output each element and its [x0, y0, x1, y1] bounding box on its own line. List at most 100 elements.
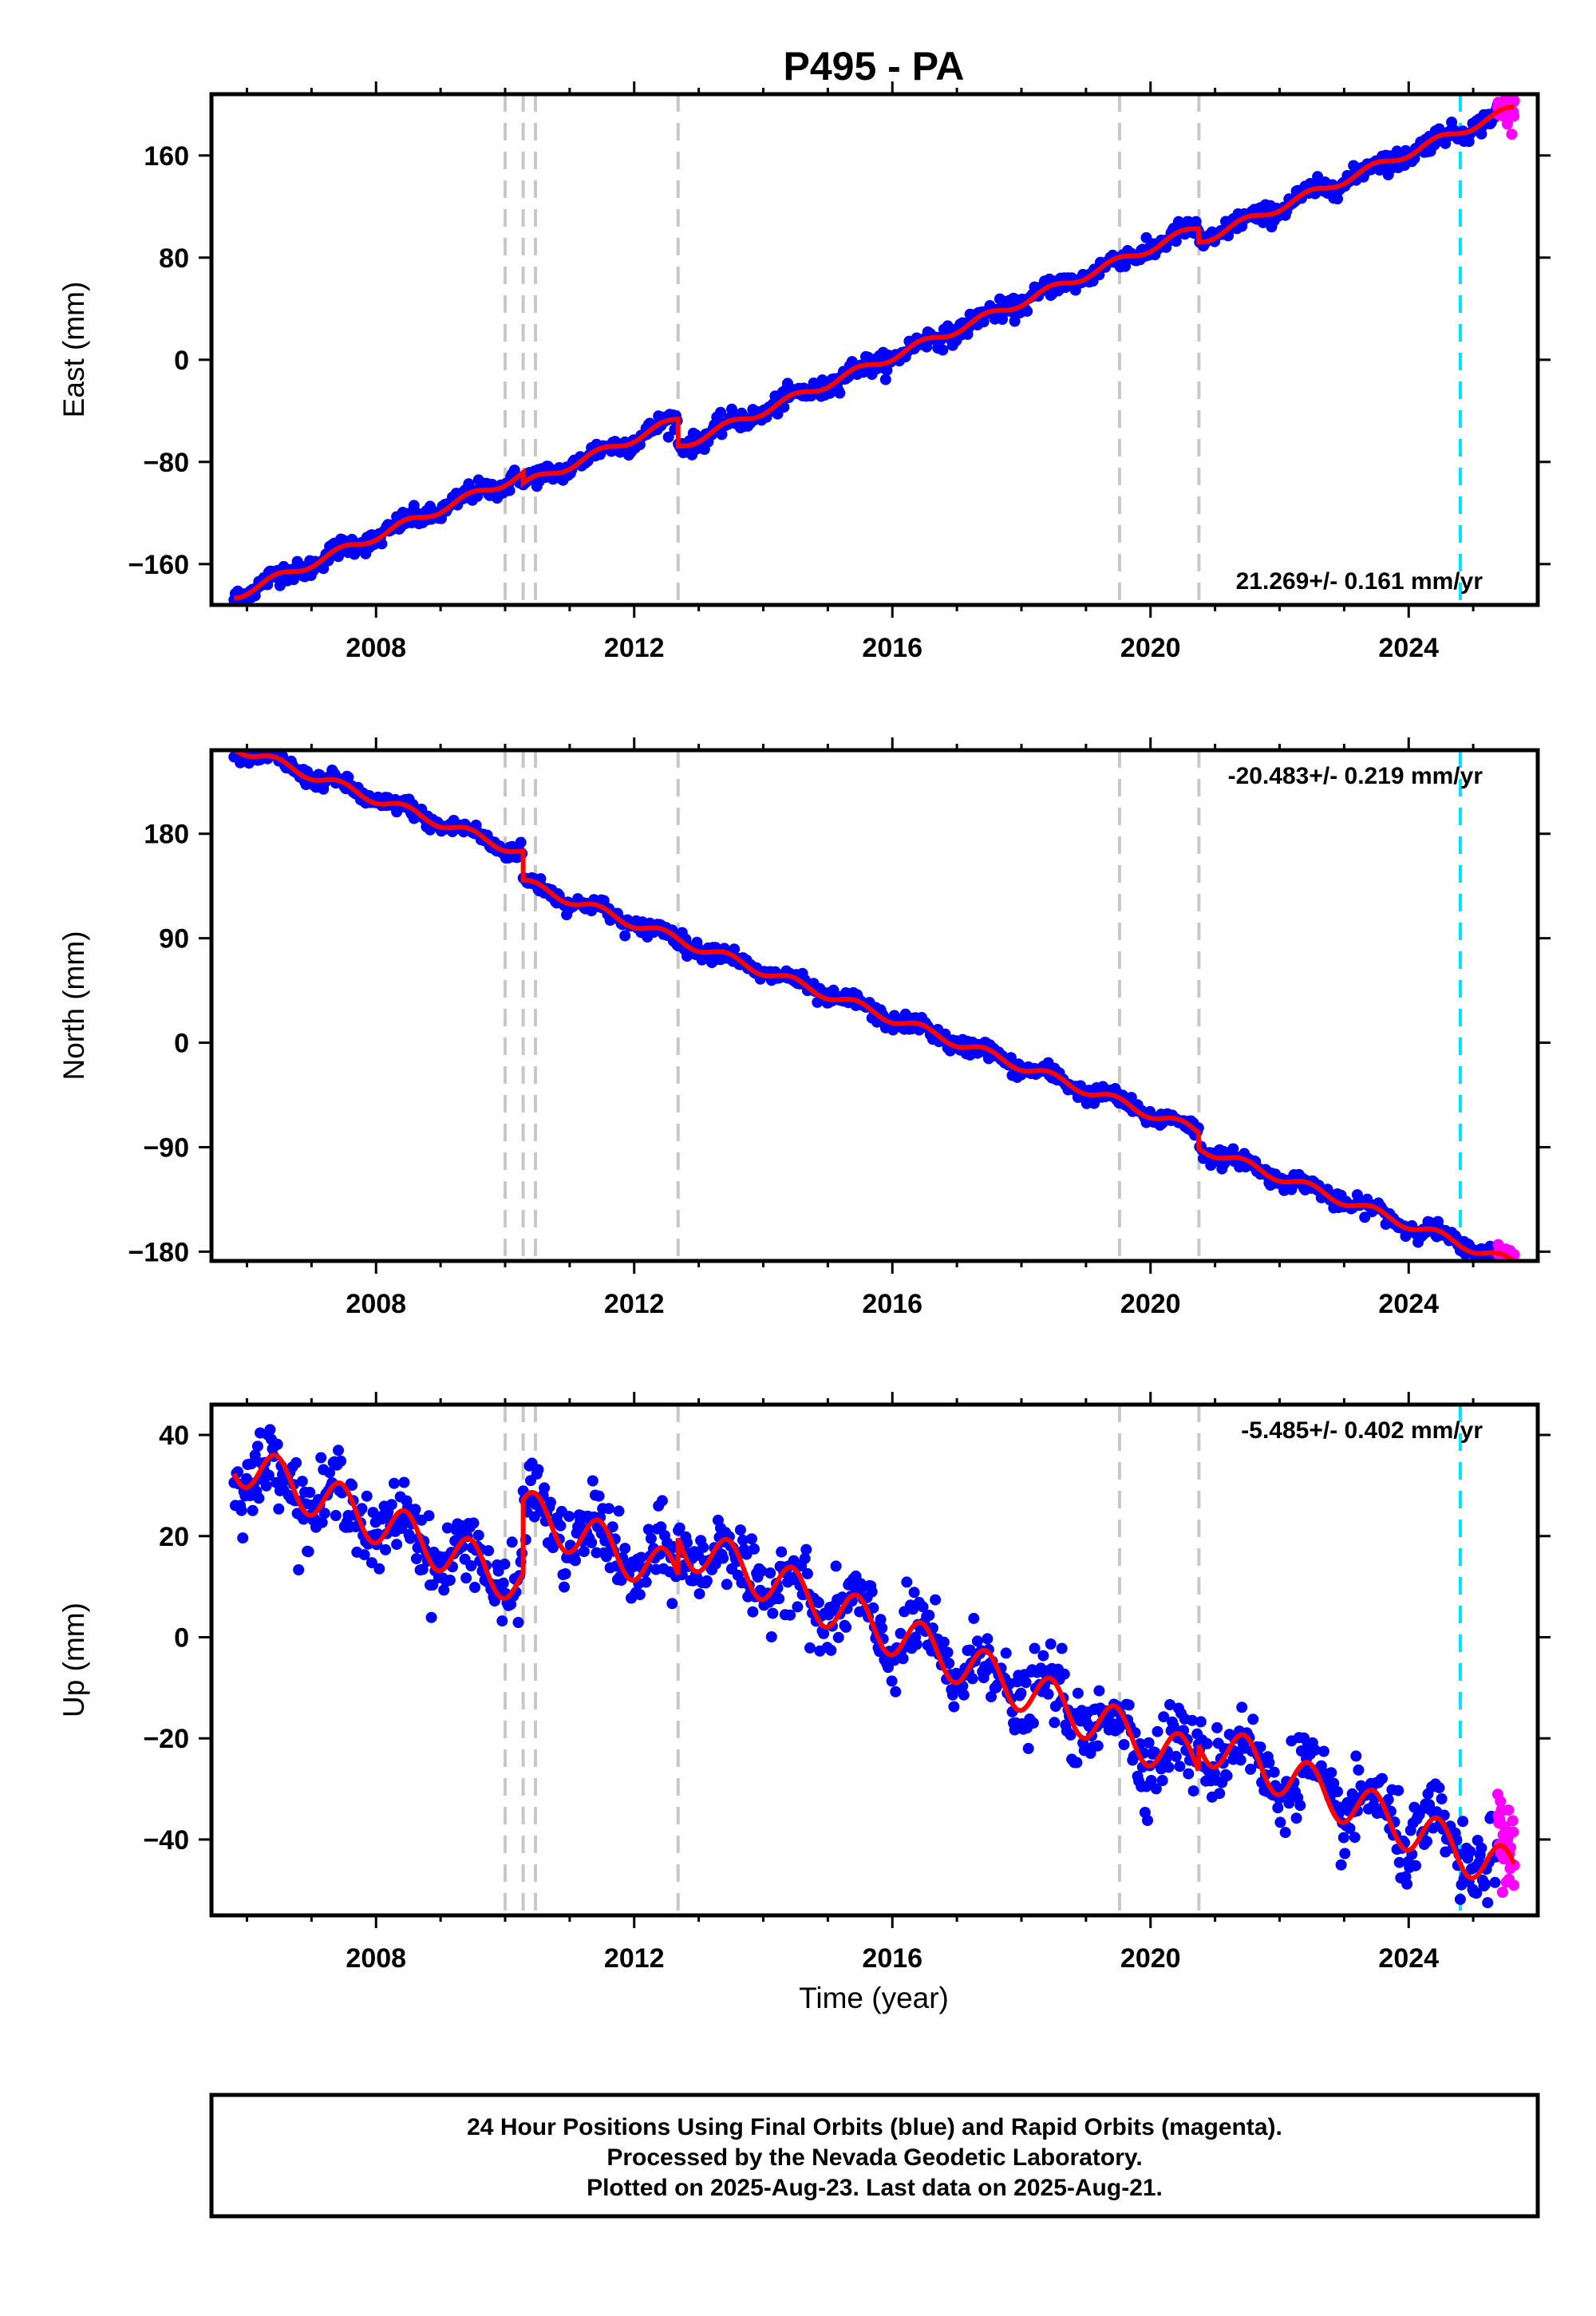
final-data-point — [655, 1521, 667, 1533]
final-data-point — [619, 930, 631, 942]
footer-box: 24 Hour Positions Using Final Orbits (bl… — [209, 2093, 1540, 2219]
final-data-point — [1393, 1784, 1404, 1796]
final-data-point — [318, 1508, 330, 1520]
final-data-point — [715, 406, 726, 418]
final-data-point — [1183, 1768, 1195, 1780]
final-data-point — [544, 1496, 556, 1508]
y-axis-title: Up (mm) — [57, 1603, 90, 1717]
final-orbit-points — [228, 1424, 1503, 1909]
y-tick-label: 40 — [159, 1421, 189, 1451]
footer-frame — [209, 2093, 1540, 2219]
final-data-point — [986, 1691, 997, 1703]
x-tick-label: 2024 — [1378, 633, 1439, 663]
x-tick-label: 2008 — [346, 633, 406, 663]
x-tick-label: 2016 — [862, 1289, 922, 1319]
final-data-point — [263, 1469, 275, 1481]
final-data-point — [365, 1557, 377, 1569]
final-data-point — [1049, 1717, 1061, 1729]
north-panel: −180 −90 0 90 180 2008 2012 2016 2020 2024 North (… — [57, 737, 1551, 1319]
y-tick-label: 0 — [174, 1029, 189, 1059]
rapid-data-point — [1508, 110, 1520, 122]
final-data-point — [555, 1520, 567, 1531]
final-data-point — [1211, 1721, 1223, 1733]
footer-line-2: Processed by the Nevada Geodetic Laborat… — [606, 2144, 1142, 2171]
final-data-point — [1021, 305, 1033, 317]
final-data-point — [1454, 1893, 1466, 1905]
final-data-point — [246, 1458, 258, 1470]
final-data-point — [634, 1589, 646, 1601]
final-data-point — [747, 1606, 759, 1618]
final-data-point — [499, 1558, 511, 1570]
x-tick-label: 2024 — [1378, 1943, 1439, 1974]
final-data-point — [886, 1675, 898, 1687]
final-data-point — [693, 1588, 705, 1600]
final-data-point — [866, 1586, 878, 1598]
final-data-point — [734, 1524, 746, 1536]
final-data-point — [917, 1601, 929, 1613]
final-data-point — [888, 1654, 900, 1666]
final-data-point — [1457, 1816, 1469, 1828]
final-data-point — [1353, 1764, 1365, 1776]
final-data-point — [666, 1598, 678, 1610]
rapid-orbit-points — [1491, 1788, 1520, 1932]
final-data-point — [304, 1487, 316, 1498]
x-tick-label: 2008 — [346, 1289, 406, 1319]
x-tick-label: 2020 — [1120, 633, 1181, 663]
final-data-point — [1482, 1897, 1494, 1909]
final-data-point — [1272, 1802, 1284, 1814]
final-data-point — [966, 1673, 978, 1685]
final-data-point — [765, 1631, 777, 1642]
final-data-point — [773, 1593, 785, 1605]
final-data-point — [316, 1516, 328, 1528]
final-data-point — [930, 1594, 942, 1606]
final-data-point — [645, 1532, 657, 1544]
final-data-point — [697, 1541, 709, 1553]
final-data-point — [801, 1567, 813, 1579]
final-data-point — [425, 1611, 437, 1623]
y-tick-label: 180 — [144, 820, 189, 850]
final-data-point — [468, 1517, 480, 1529]
final-data-point — [1145, 1775, 1157, 1786]
east-panel: −160 −80 0 80 160 2008 2012 2016 2020 2024 East (m… — [57, 81, 1551, 663]
rapid-data-point — [1508, 95, 1520, 107]
final-data-point — [264, 1424, 276, 1436]
final-data-point — [1170, 1750, 1182, 1762]
final-data-point — [767, 1607, 779, 1619]
y-tick-label: −90 — [143, 1132, 189, 1163]
footer-line-1: 24 Hour Positions Using Final Orbits (bl… — [467, 2114, 1282, 2140]
final-data-point — [1221, 1770, 1233, 1782]
final-data-point — [701, 1575, 713, 1587]
y-tick-label: −180 — [128, 1237, 189, 1267]
final-data-point — [1436, 1793, 1448, 1804]
final-data-point — [921, 341, 933, 353]
final-data-point — [593, 1490, 605, 1502]
y-tick-label: 0 — [174, 1622, 189, 1653]
plot-frame — [209, 92, 1540, 607]
rapid-data-point — [1505, 1263, 1516, 1274]
x-axis-title: Time (year) — [799, 1982, 949, 2014]
final-data-point — [764, 1567, 776, 1579]
final-data-point — [512, 1617, 524, 1628]
final-data-point — [1344, 1823, 1356, 1835]
rapid-data-point — [1507, 1826, 1519, 1838]
final-data-point — [1337, 1832, 1349, 1844]
final-data-point — [948, 1701, 960, 1713]
final-data-point — [296, 1476, 308, 1488]
final-data-point — [1042, 1688, 1054, 1700]
final-data-point — [373, 1563, 385, 1575]
final-data-point — [1245, 1763, 1257, 1775]
final-data-point — [441, 1522, 453, 1534]
final-data-point — [606, 1521, 618, 1533]
final-data-point — [800, 1543, 812, 1555]
y-tick-label: 20 — [159, 1522, 189, 1552]
final-data-point — [656, 1495, 668, 1507]
x-tick-label: 2012 — [604, 1943, 665, 1974]
final-data-point — [1310, 1744, 1321, 1756]
final-data-point — [832, 1631, 844, 1643]
final-data-point — [818, 1627, 830, 1639]
final-data-point — [642, 1524, 654, 1535]
final-data-point — [662, 431, 674, 443]
final-data-point — [515, 836, 527, 848]
rapid-data-point — [1507, 1921, 1518, 1932]
model-fit-line — [233, 104, 1515, 601]
